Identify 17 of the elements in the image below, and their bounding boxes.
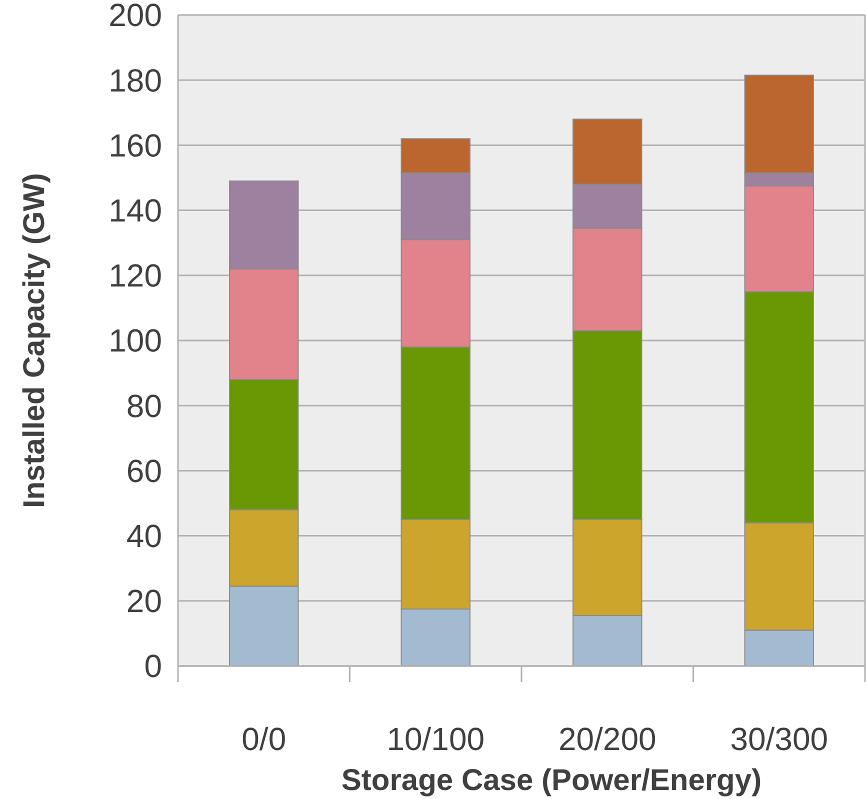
x-tick-label: 30/300 (730, 721, 828, 757)
x-tick-label: 0/0 (242, 721, 286, 757)
y-tick-label: 160 (108, 127, 162, 164)
y-tick-label: 20 (126, 583, 162, 620)
y-tick-label: 100 (108, 322, 162, 359)
y-tick-label: 200 (108, 0, 162, 34)
x-axis-title: Storage Case (Power/Energy) (341, 764, 762, 797)
x-tick-label: 10/100 (386, 721, 485, 757)
x-tick-label: 20/200 (558, 721, 656, 757)
y-tick-label: 60 (126, 452, 162, 489)
y-tick-label: 80 (126, 388, 162, 424)
y-tick-label: 140 (108, 192, 162, 228)
y-tick-label: 180 (108, 62, 162, 98)
y-axis-title: Installed Capacity (GW) (18, 172, 51, 508)
y-tick-label: 120 (108, 258, 162, 294)
y-tick-label: 40 (126, 518, 162, 554)
y-tick-label: 0 (144, 648, 162, 684)
